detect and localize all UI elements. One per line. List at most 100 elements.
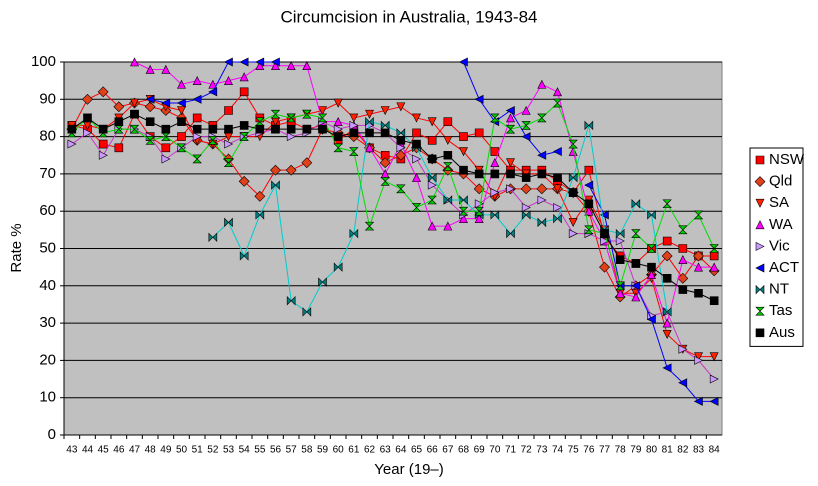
data-point (631, 292, 641, 302)
data-point (553, 202, 563, 212)
x-tick-label: 66 (427, 445, 439, 456)
x-tick-label: 70 (489, 445, 501, 456)
data-point (443, 136, 453, 146)
data-point (365, 116, 374, 127)
data-point (192, 132, 202, 142)
data-point (678, 255, 688, 264)
data-point (349, 113, 359, 123)
data-point (333, 143, 343, 153)
y-tick-label: 90 (39, 90, 56, 107)
data-point (318, 106, 327, 116)
legend-label: Qld (769, 173, 792, 190)
data-point (208, 79, 218, 89)
x-tick-label: 58 (301, 445, 313, 456)
data-point (553, 184, 562, 194)
data-point (537, 79, 547, 89)
data-point (380, 120, 390, 131)
data-point (224, 124, 233, 134)
data-point (662, 199, 672, 209)
data-point (694, 355, 704, 365)
data-point (333, 117, 343, 126)
data-point (506, 184, 516, 194)
data-point (224, 106, 233, 115)
data-point (709, 244, 719, 253)
x-tick-label: 45 (98, 445, 110, 456)
x-tick-label: 61 (348, 445, 360, 456)
data-point (365, 128, 374, 138)
legend-marker (755, 220, 765, 230)
data-point (661, 250, 673, 262)
data-point (412, 113, 421, 123)
data-point (192, 124, 202, 134)
data-point (395, 149, 407, 161)
data-point (537, 195, 547, 205)
data-point (506, 228, 515, 239)
data-point (239, 87, 249, 97)
data-point (427, 195, 437, 205)
data-point (647, 210, 656, 220)
data-point (505, 106, 515, 115)
data-point (396, 184, 406, 194)
data-point (506, 169, 515, 179)
data-point (474, 94, 484, 104)
data-point (254, 190, 266, 202)
data-point (678, 285, 688, 294)
data-point (239, 57, 249, 67)
data-point (553, 87, 562, 97)
data-point (584, 225, 594, 235)
x-tick-label: 49 (160, 445, 172, 456)
data-point (600, 229, 609, 238)
data-point (145, 94, 155, 104)
data-point (693, 396, 703, 406)
data-point (568, 218, 578, 228)
data-point (177, 106, 186, 116)
data-point (443, 195, 453, 205)
data-point (145, 136, 155, 145)
y-tick-label: 80 (39, 128, 56, 145)
data-point (379, 157, 391, 169)
data-point (67, 124, 77, 134)
legend-label: Vic (769, 237, 790, 254)
data-point (506, 113, 515, 123)
data-point (380, 106, 390, 116)
data-point (145, 64, 155, 74)
data-point (584, 180, 594, 190)
data-point (459, 213, 468, 223)
x-tick-label: 76 (583, 445, 595, 456)
data-point (568, 172, 578, 183)
data-point (67, 139, 77, 149)
data-point (678, 344, 688, 354)
data-point (599, 210, 609, 220)
x-tick-label: 62 (364, 445, 376, 456)
data-point (286, 61, 296, 71)
data-point (192, 94, 202, 104)
series-line (134, 61, 715, 325)
data-point (521, 202, 531, 212)
data-point (380, 150, 390, 160)
data-point (647, 269, 656, 279)
data-point (82, 93, 93, 105)
data-point (208, 87, 218, 97)
data-point (333, 98, 343, 108)
data-point (239, 72, 249, 82)
x-tick-label: 52 (207, 445, 219, 456)
data-point (427, 221, 437, 231)
data-point (144, 101, 156, 113)
y-tick-label: 100 (31, 53, 56, 70)
data-point (177, 132, 186, 141)
data-point (537, 217, 547, 228)
data-point (208, 136, 218, 145)
x-tick-label: 78 (615, 445, 627, 456)
data-point (396, 128, 406, 138)
x-tick-label: 72 (521, 445, 533, 456)
legend-marker (755, 155, 765, 165)
data-point (412, 172, 421, 182)
data-point (709, 352, 719, 362)
data-point (459, 195, 468, 205)
data-point (83, 128, 93, 138)
data-point (176, 98, 186, 108)
data-point (427, 172, 437, 183)
data-point (473, 183, 485, 195)
x-tick-label: 84 (709, 445, 721, 456)
